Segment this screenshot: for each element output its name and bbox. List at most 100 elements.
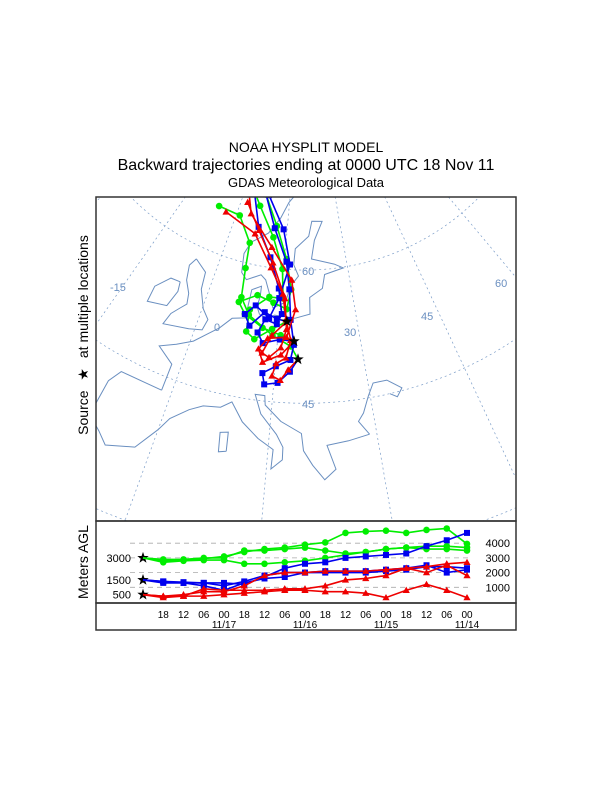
data-point — [443, 561, 451, 568]
data-point — [402, 586, 410, 593]
data-point — [362, 574, 370, 582]
graticule-label: 60 — [495, 278, 507, 290]
trajectory-marker — [261, 381, 268, 388]
data-point — [341, 567, 350, 574]
data-point — [362, 553, 369, 560]
data-point — [240, 582, 248, 589]
trajectory-marker — [254, 291, 261, 299]
data-point — [240, 560, 248, 568]
data-point — [159, 559, 167, 566]
data-point — [382, 593, 390, 601]
data-point — [382, 545, 390, 553]
data-point — [383, 551, 389, 558]
longitude-line — [96, 197, 102, 202]
trajectory-marker — [278, 311, 285, 318]
trajectory-marker — [254, 329, 261, 336]
star-icon: ★ — [75, 368, 91, 381]
data-point — [200, 592, 208, 599]
x-date-label: 11/17 — [212, 620, 237, 631]
trajectory-marker — [246, 239, 254, 247]
data-point — [362, 567, 370, 574]
height-profile-chart: 4000 3000 2000 1000 3000 1500 500 18 12 06 00 18 12 0… — [107, 525, 510, 631]
graticule-label: -15 — [110, 282, 126, 294]
data-point — [422, 563, 431, 570]
data-point — [200, 585, 208, 592]
y-right-tick-label: 3000 — [486, 553, 510, 565]
trajectory-marker — [222, 208, 230, 215]
trajectory-marker — [269, 259, 277, 266]
trajectory-blue — [241, 197, 293, 329]
star-icon — [137, 574, 149, 585]
data-point — [220, 586, 228, 593]
data-point — [422, 580, 431, 588]
data-point — [240, 589, 248, 596]
trajectory-marker — [252, 302, 259, 309]
x-tick-label: 06 — [441, 610, 453, 621]
data-point — [464, 565, 470, 572]
x-tick-label: 12 — [421, 610, 433, 621]
y-left-label: 500 — [113, 590, 131, 602]
trajectory-marker — [256, 202, 264, 210]
longitude-line — [384, 197, 516, 480]
trajectory-marker — [259, 370, 266, 377]
graticule-label: 0 — [214, 322, 220, 334]
trajectory-marker — [280, 226, 287, 233]
trajectory-marker — [258, 358, 267, 365]
x-date-label: 11/15 — [374, 620, 399, 631]
trajectory-marker — [282, 325, 291, 333]
data-point — [321, 539, 329, 546]
x-tick-label: 00 — [299, 610, 311, 621]
star-icon — [281, 315, 293, 327]
trajectory-marker — [271, 225, 278, 232]
trajectory-marker — [276, 336, 283, 343]
trajectory-marker — [272, 359, 280, 367]
coastline — [357, 379, 403, 435]
data-point — [261, 547, 268, 554]
longitude-line — [96, 197, 186, 326]
data-point — [341, 588, 350, 595]
data-point — [443, 586, 451, 593]
trajectory-marker — [266, 293, 273, 301]
data-point — [241, 578, 248, 585]
title-line-3: GDAS Meteorological Data — [228, 175, 385, 190]
x-tick-label: 18 — [320, 610, 332, 621]
trajectory-marker — [268, 331, 276, 338]
data-point — [382, 566, 390, 573]
trajectory-marker — [276, 376, 284, 384]
trajectory-map — [96, 49, 612, 521]
trajectory-line — [246, 201, 288, 359]
trajectory-marker — [255, 226, 263, 234]
data-point — [342, 529, 349, 537]
data-point — [240, 547, 248, 554]
data-point — [382, 527, 390, 535]
x-tick-label: 00 — [461, 610, 473, 621]
x-date-label: 11/16 — [293, 620, 318, 631]
trajectory-red — [244, 198, 291, 361]
trajectory-marker — [258, 349, 266, 356]
y-right-tick-label: 2000 — [486, 568, 510, 580]
source-label-right: at multiple locations — [75, 235, 91, 358]
source-label-left: Source — [75, 390, 91, 435]
graticule-label: 30 — [344, 327, 356, 339]
x-tick-label: 06 — [360, 610, 372, 621]
trajectory-marker — [250, 335, 258, 343]
trajectory-marker — [262, 316, 269, 323]
data-point — [260, 588, 269, 595]
data-point — [463, 571, 471, 579]
star-icon — [137, 551, 149, 563]
data-point — [464, 529, 470, 536]
trajectory-marker — [261, 309, 268, 316]
title-line-2: Backward trajectories ending at 0000 UTC… — [118, 157, 495, 174]
data-point — [362, 589, 370, 596]
trajectory-marker — [254, 345, 263, 352]
trajectory-marker — [282, 333, 291, 341]
star-icon — [292, 353, 304, 365]
x-tick-label: 06 — [198, 610, 210, 621]
data-point — [362, 528, 370, 535]
data-point — [220, 591, 228, 598]
y-right-tick-label: 4000 — [486, 538, 510, 550]
data-point — [443, 525, 451, 532]
longitude-line — [338, 49, 612, 359]
x-tick-label: 12 — [259, 610, 271, 621]
